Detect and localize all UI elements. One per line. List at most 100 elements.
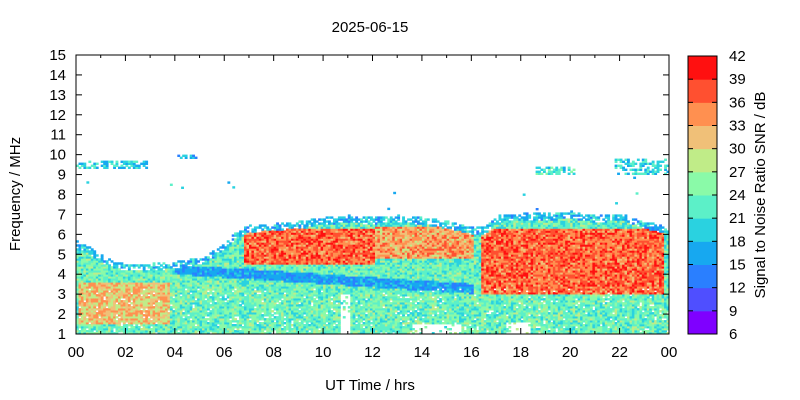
- heatmap-cell: [207, 322, 210, 325]
- heatmap-cell: [258, 302, 262, 305]
- heatmap-cell: [234, 318, 237, 321]
- heatmap-cell: [234, 324, 237, 327]
- heatmap-cell: [268, 290, 272, 293]
- heatmap-cell: [172, 272, 176, 275]
- heatmap-cell: [249, 328, 252, 331]
- heatmap-cell: [78, 286, 82, 289]
- heatmap-cell: [155, 284, 158, 287]
- heatmap-cell: [110, 308, 114, 311]
- heatmap-cell: [85, 246, 89, 249]
- heatmap-cell: [76, 294, 79, 297]
- heatmap-cell: [219, 256, 223, 259]
- heatmap-cell: [256, 312, 260, 315]
- heatmap-cell: [249, 248, 252, 251]
- heatmap-cell: [229, 300, 233, 303]
- heatmap-cell: [239, 246, 242, 249]
- heatmap-cell: [229, 258, 233, 261]
- heatmap-cell: [83, 278, 87, 281]
- heatmap-cell: [95, 268, 99, 271]
- heatmap-cell: [221, 310, 225, 313]
- heatmap-cell: [207, 294, 210, 297]
- heatmap-cell: [241, 234, 245, 237]
- heatmap-cell: [105, 318, 109, 321]
- heatmap-cell: [115, 268, 119, 271]
- heatmap-cell: [271, 286, 275, 289]
- heatmap-cell: [263, 260, 267, 263]
- heatmap-cell: [266, 228, 270, 231]
- heatmap-cell: [80, 322, 84, 325]
- heatmap-cell: [145, 300, 149, 303]
- heatmap-cell: [174, 272, 178, 275]
- heatmap-cell: [330, 222, 334, 225]
- heatmap-cell: [172, 282, 176, 285]
- heatmap-cell: [135, 284, 139, 287]
- heatmap-cell: [202, 268, 205, 271]
- heatmap-cell: [182, 270, 186, 273]
- heatmap-cell: [226, 260, 230, 263]
- heatmap-cell: [214, 332, 218, 335]
- heatmap-cell: [189, 296, 193, 299]
- heatmap-cell: [266, 290, 270, 293]
- heatmap-cell: [320, 218, 324, 221]
- heatmap-cell: [224, 332, 228, 335]
- heatmap-cell: [258, 224, 262, 227]
- heatmap-cell: [130, 272, 134, 275]
- heatmap-cell: [219, 246, 223, 249]
- heatmap-cell: [226, 292, 230, 295]
- heatmap-cell: [342, 306, 346, 309]
- heatmap-cell: [310, 306, 314, 309]
- heatmap-cell: [125, 328, 129, 331]
- heatmap-cell: [83, 244, 87, 247]
- heatmap-cell: [266, 244, 270, 247]
- heatmap-cell: [76, 302, 79, 305]
- heatmap-cell: [184, 282, 188, 285]
- heatmap-cell: [120, 318, 124, 321]
- heatmap-cell: [108, 268, 111, 271]
- heatmap-cell: [261, 254, 265, 257]
- heatmap-cell: [268, 274, 272, 277]
- heatmap-cell: [103, 280, 107, 283]
- heatmap-cell: [90, 248, 94, 251]
- heatmap-cell: [80, 286, 84, 289]
- heatmap-cell: [229, 294, 233, 297]
- heatmap-cell: [221, 256, 225, 259]
- heatmap-cell: [135, 274, 139, 277]
- heatmap-cell: [256, 328, 260, 331]
- heatmap-cell: [239, 268, 242, 271]
- heatmap-cell: [263, 238, 267, 241]
- heatmap-cell: [125, 296, 129, 299]
- heatmap-cell: [83, 324, 87, 327]
- heatmap-cell: [142, 268, 146, 271]
- heatmap-cell: [167, 304, 171, 307]
- heatmap-cell: [202, 324, 205, 327]
- heatmap-cell: [345, 296, 349, 299]
- heatmap-cell: [152, 284, 156, 287]
- heatmap-cell: [199, 314, 203, 317]
- heatmap-cell: [80, 262, 84, 265]
- heatmap-cell: [88, 264, 92, 267]
- heatmap-cell: [83, 290, 87, 293]
- heatmap-cell: [216, 294, 220, 297]
- heatmap-cell: [234, 330, 237, 333]
- heatmap-cell: [229, 310, 233, 313]
- heatmap-cell: [239, 276, 242, 279]
- heatmap-cell: [160, 300, 163, 303]
- heatmap-cell: [241, 326, 245, 329]
- heatmap-cell: [118, 288, 121, 291]
- heatmap-cell: [115, 288, 119, 291]
- heatmap-cell: [256, 280, 260, 283]
- heatmap-cell: [236, 324, 240, 327]
- heatmap-cell: [214, 318, 218, 321]
- heatmap-cell: [140, 312, 144, 315]
- heatmap-cell: [221, 306, 225, 309]
- heatmap-cell: [239, 286, 242, 289]
- heatmap-cell: [179, 314, 183, 317]
- heatmap-cell: [145, 330, 149, 333]
- heatmap-cell: [192, 288, 195, 291]
- heatmap-cell: [214, 320, 218, 323]
- heatmap-cell: [192, 282, 195, 285]
- heatmap-cell: [187, 262, 191, 265]
- heatmap-cell: [140, 284, 144, 287]
- heatmap-cell: [258, 288, 262, 291]
- heatmap-cell: [253, 280, 257, 283]
